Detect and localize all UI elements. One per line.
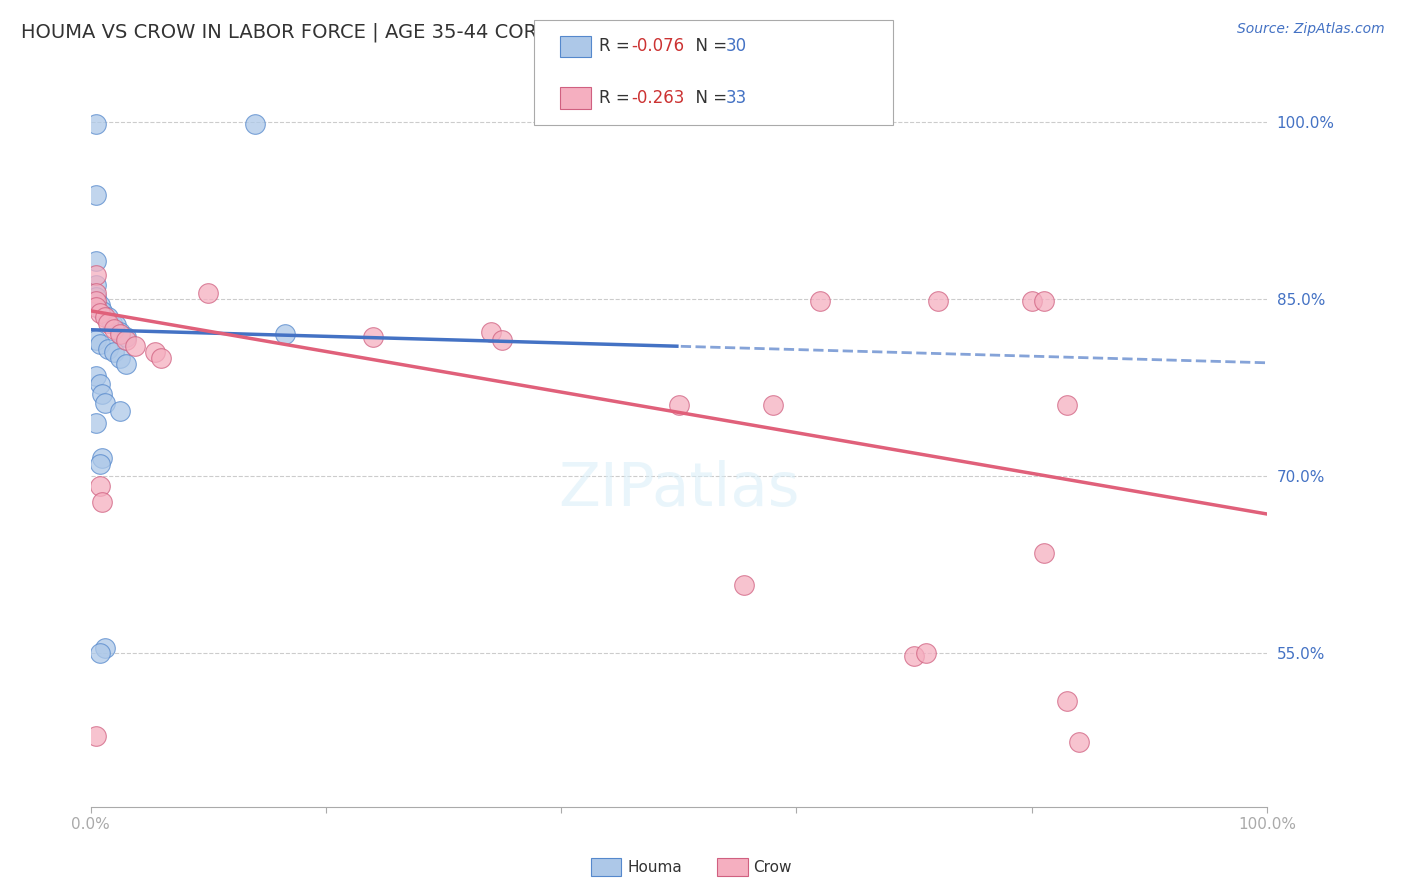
Point [91,451,114,466]
Point [86,286,108,301]
Point [86,300,108,314]
Point [915,647,938,661]
Point [86,290,108,304]
Text: HOUMA VS CROW IN LABOR FORCE | AGE 35-44 CORRELATION CHART: HOUMA VS CROW IN LABOR FORCE | AGE 35-44… [21,22,706,42]
Point [86,117,108,131]
Point [115,334,138,348]
Point [733,578,755,592]
Point [97,316,120,330]
Point [89,298,111,312]
Text: -0.076: -0.076 [631,37,685,55]
Text: -0.263: -0.263 [631,89,685,107]
Point [927,294,949,309]
Point [89,306,111,320]
Point [101,316,124,330]
Point [91,303,114,318]
Point [108,325,131,339]
Point [491,334,513,348]
Text: 33: 33 [725,89,747,107]
Text: Source: ZipAtlas.com: Source: ZipAtlas.com [1237,22,1385,37]
Point [143,345,166,359]
Point [361,330,384,344]
Point [89,337,111,351]
Point [1056,693,1078,707]
Point [86,368,108,383]
Point [197,286,219,301]
Text: Crow: Crow [754,860,792,874]
Point [86,268,108,283]
Point [86,334,108,348]
Point [903,648,925,663]
Point [103,345,125,359]
Point [1032,294,1054,309]
Point [1032,546,1054,560]
Text: R =: R = [599,37,636,55]
Point [89,647,111,661]
Point [245,117,267,131]
Point [105,318,128,332]
Point [86,729,108,743]
Point [115,357,138,371]
Point [150,351,173,365]
Point [89,377,111,392]
Point [89,478,111,492]
Point [808,294,831,309]
Text: N =: N = [685,89,733,107]
Point [124,339,146,353]
Point [93,640,115,655]
Point [93,396,115,410]
Point [108,327,131,342]
Text: ZIPatlas: ZIPatlas [558,460,800,519]
Point [89,458,111,472]
Point [108,351,131,365]
Point [97,342,120,356]
Point [1056,398,1078,412]
Point [479,325,502,339]
Point [1021,294,1043,309]
Point [93,310,115,324]
Point [86,188,108,202]
Point [103,321,125,335]
Point [668,398,690,412]
Point [97,310,120,324]
Point [86,416,108,430]
Point [762,398,785,412]
Point [86,254,108,268]
Text: R =: R = [599,89,636,107]
Point [86,277,108,292]
Point [115,330,138,344]
Point [86,294,108,309]
Text: 30: 30 [725,37,747,55]
Text: Houma: Houma [627,860,682,874]
Text: N =: N = [685,37,733,55]
Point [274,327,297,342]
Point [91,386,114,401]
Point [108,404,131,418]
Point [91,495,114,509]
Point [1067,735,1090,749]
